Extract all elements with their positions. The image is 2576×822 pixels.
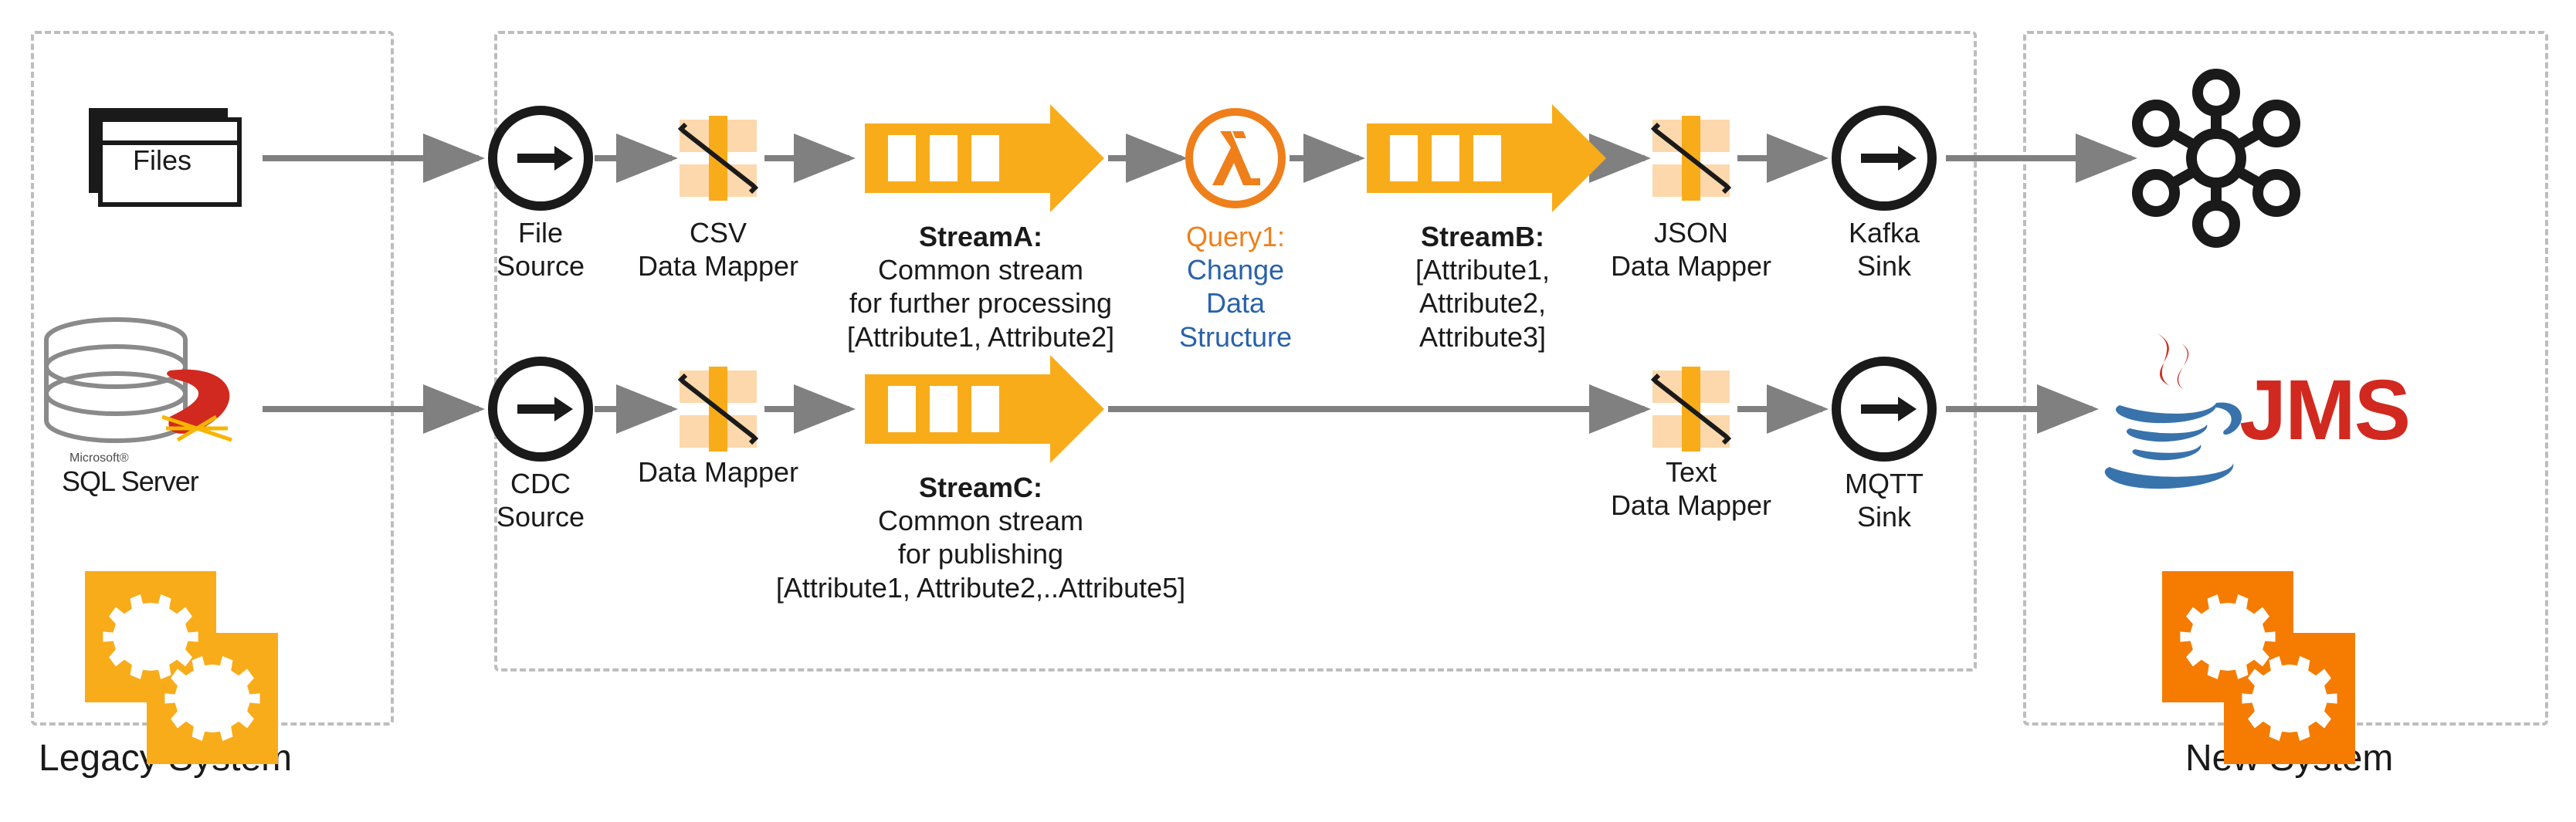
streamC-label: StreamC: Common stream for publishing [A… — [734, 471, 1228, 604]
sqlserver-label: Microsoft® SQL Server — [62, 452, 278, 498]
jms-label: JMS — [2239, 361, 2486, 459]
mqtt-sink-label: MQTT Sink — [1815, 467, 1954, 533]
csv-mapper-label: CSV Data Mapper — [618, 216, 819, 282]
kafka-sink-label: Kafka Sink — [1815, 216, 1954, 282]
streamB-label: StreamB: [Attribute1, Attribute2, Attrib… — [1382, 220, 1583, 353]
query1-label: Query1: Change Data Structure — [1151, 220, 1320, 353]
text-mapper-label: Text Data Mapper — [1591, 455, 1791, 522]
legacy-system-box — [31, 31, 394, 726]
legacy-system-label: Legacy System — [39, 737, 292, 780]
file-source-label: File Source — [463, 216, 618, 282]
json-mapper-label: JSON Data Mapper — [1591, 216, 1791, 282]
new-system-label: New System — [2185, 737, 2393, 780]
streamA-label: StreamA: Common stream for further proce… — [795, 220, 1166, 353]
cdc-source-label: CDC Source — [463, 467, 618, 533]
files-label: Files — [108, 144, 216, 177]
